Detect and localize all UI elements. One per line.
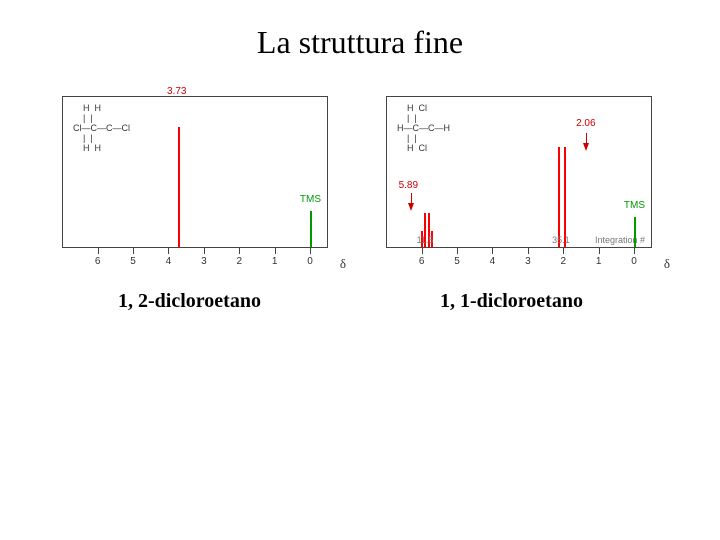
axis-tick-label: 6 [419, 256, 425, 267]
axis-tick [168, 248, 169, 254]
axis-tick [422, 248, 423, 254]
peak-doublet [558, 147, 560, 247]
arrow-down-icon [583, 143, 589, 151]
axis-tick-label: 2 [236, 256, 242, 267]
axis-left: δ 6543210 [62, 248, 328, 272]
axis-tick-label: 2 [560, 256, 566, 267]
axis-tick-label: 1 [272, 256, 278, 267]
integration-a: 35.1 [552, 235, 570, 245]
axis-tick [204, 248, 205, 254]
spectrum-panel-left: H H | | Cl—C—C—Cl | | H H TMS 3.73 δ 654… [62, 96, 328, 272]
axis-tick [528, 248, 529, 254]
peak-doublet [564, 147, 566, 247]
delta-right: δ [664, 256, 670, 272]
axis-tick-label: 3 [525, 256, 531, 267]
tms-label-right: TMS [624, 200, 645, 211]
spectrum-left: H H | | Cl—C—C—Cl | | H H TMS 3.73 [62, 96, 328, 248]
axis-tick [599, 248, 600, 254]
spectrum-right: H Cl | | H—C—C—H | | H Cl TMS Integratio… [386, 96, 652, 248]
axis-tick [563, 248, 564, 254]
arrow-stem [586, 133, 587, 143]
molecule-right: H Cl | | H—C—C—H | | H Cl [397, 103, 450, 153]
axis-tick-label: 6 [95, 256, 101, 267]
axis-tick [275, 248, 276, 254]
axis-tick [133, 248, 134, 254]
axis-tick-label: 0 [631, 256, 637, 267]
molecule-left: H H | | Cl—C—C—Cl | | H H [73, 103, 130, 153]
axis-tick [634, 248, 635, 254]
page-title: La struttura fine [0, 24, 720, 61]
axis-tick-label: 3 [201, 256, 207, 267]
peak-value-b: 5.89 [399, 180, 418, 191]
caption-left: 1, 2-dicloroetano [118, 290, 261, 313]
spectrum-panel-right: H Cl | | H—C—C—H | | H Cl TMS Integratio… [386, 96, 652, 272]
arrow-stem [411, 193, 412, 203]
arrow-down-icon [408, 203, 414, 211]
integration-b: 11.5 [417, 235, 434, 245]
axis-tick [98, 248, 99, 254]
axis-tick-label: 0 [307, 256, 313, 267]
axis-tick [239, 248, 240, 254]
tms-label-left: TMS [300, 194, 321, 205]
peak-value-a: 2.06 [576, 118, 595, 129]
axis-tick [457, 248, 458, 254]
axis-tick [492, 248, 493, 254]
caption-right: 1, 1-dicloroetano [440, 290, 583, 313]
axis-tick [310, 248, 311, 254]
integration-label: Integration # [595, 235, 645, 245]
delta-left: δ [340, 256, 346, 272]
axis-tick-label: 4 [166, 256, 172, 267]
tms-peak-right [634, 217, 636, 247]
axis-right: δ 6543210 [386, 248, 652, 272]
peak-main-left [178, 127, 180, 247]
axis-tick-label: 5 [130, 256, 136, 267]
axis-tick-label: 5 [454, 256, 460, 267]
axis-tick-label: 4 [490, 256, 496, 267]
axis-tick-label: 1 [596, 256, 602, 267]
peak-value-left: 3.73 [167, 86, 186, 97]
tms-peak-left [310, 211, 312, 247]
